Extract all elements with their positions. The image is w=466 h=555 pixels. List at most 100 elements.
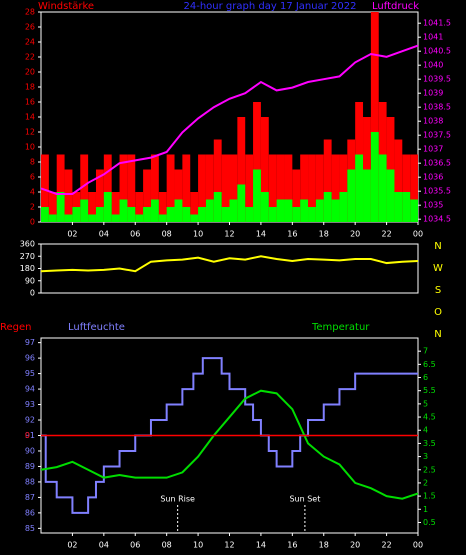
wind-bar [88, 214, 96, 222]
y-tick-label: 26 [25, 23, 35, 32]
y2-tick-label: 2 [423, 478, 428, 487]
wind-bar [386, 169, 395, 222]
wind-bar [402, 154, 411, 222]
x-tick-label: 16 [287, 230, 297, 239]
wind-bar [95, 207, 104, 222]
y2-tick-label: 7 [423, 347, 428, 356]
y2-tick-label: 4.5 [423, 413, 436, 422]
wind-bar [190, 192, 199, 222]
x-tick-label: 10 [193, 230, 203, 239]
wind-bar [166, 207, 175, 222]
y2-tick-label: 1041.5 [423, 19, 451, 28]
wind-bar [48, 214, 57, 222]
wind-bar [127, 207, 136, 222]
wind-bar [410, 199, 418, 222]
series-line [40, 255, 419, 273]
wind-bar [276, 199, 285, 222]
wind-bar [323, 192, 332, 222]
x-tick-label: 06 [130, 541, 140, 550]
wind-bar [150, 199, 159, 222]
wind-bar [347, 169, 356, 222]
y-label: Windstärke [38, 1, 94, 12]
wind-bar [198, 154, 206, 222]
y2-tick-label: 1.5 [423, 492, 436, 501]
y-tick-label: 16 [25, 98, 35, 107]
y2-tick-label: 1038.5 [423, 103, 451, 112]
y-tick-label: 8 [30, 158, 35, 167]
wind-bar [143, 169, 151, 222]
wind-bar [182, 154, 191, 222]
wind-bar [300, 154, 309, 222]
wind-bar [88, 192, 96, 222]
wind-bar [253, 102, 261, 222]
compass-label: O [434, 307, 442, 318]
y2-tick-label: 0.5 [423, 518, 436, 527]
y-tick-label: 270 [20, 252, 35, 261]
y-tick-label: 10 [25, 143, 35, 152]
y2-tick-label: 1041 [423, 33, 443, 42]
y-tick-label: 88 [25, 477, 35, 486]
y2-tick-label: 5 [423, 399, 428, 408]
annotation: Sun Set [289, 495, 320, 504]
wind-bar [292, 169, 301, 222]
y2-tick-label: 1036.5 [423, 159, 451, 168]
y2-tick-label: 1035 [423, 201, 443, 210]
wind-bar [229, 154, 238, 222]
wind-bar [41, 207, 49, 222]
y-tick-label: 90 [25, 446, 35, 455]
y2-tick-label: 2.5 [423, 465, 436, 474]
wind-bar [363, 169, 371, 222]
wind-bar [150, 154, 159, 222]
y2-tick-label: 1039.5 [423, 75, 451, 84]
wind-bar [56, 192, 65, 222]
wind-bar [48, 192, 57, 222]
wind-bar [198, 207, 206, 222]
y-tick-label: 95 [25, 369, 35, 378]
wind-bar [394, 139, 403, 222]
compass-label: N [434, 241, 441, 252]
wind-bar [103, 192, 112, 222]
y-tick-label: 86 [25, 508, 35, 517]
wind-bar [402, 192, 411, 222]
wind-bar [80, 154, 89, 222]
wind-bar [355, 154, 364, 222]
y-tick-label: 93 [25, 400, 35, 409]
y2-tick-label: 1038 [423, 117, 443, 126]
x-tick-label: 08 [162, 230, 172, 239]
wind-bar [315, 154, 324, 222]
wind-bar [370, 132, 379, 222]
series-line [40, 44, 419, 195]
wind-bar [394, 192, 403, 222]
x-tick-label: 20 [350, 541, 360, 550]
wind-bar [213, 139, 222, 222]
y-tick-label: 12 [25, 128, 35, 137]
wind-bar [41, 154, 49, 222]
wind-bar [410, 154, 418, 222]
wind-bar [119, 154, 128, 222]
y2-tick-label: 1035.5 [423, 187, 451, 196]
y-tick-label: 180 [20, 264, 35, 273]
x-tick-label: 08 [162, 541, 172, 550]
wind-bar [174, 169, 183, 222]
x-tick-label: 04 [99, 230, 109, 239]
wind-bar [182, 207, 191, 222]
y2-label: Luftdruck [372, 1, 419, 12]
wind-bar [190, 214, 199, 222]
y2-tick-label: 1040 [423, 61, 443, 70]
x-tick-label: 22 [381, 230, 391, 239]
x-tick-label: 16 [287, 541, 297, 550]
y-tick-label: 97 [25, 338, 35, 347]
wind-bar [158, 192, 167, 222]
wind-bar [308, 154, 316, 222]
wind-bar [56, 154, 65, 222]
x-tick-label: 02 [67, 230, 77, 239]
y-tick-label: 20 [25, 68, 35, 77]
wind-bar [339, 192, 348, 222]
y-tick-label: 22 [25, 53, 35, 62]
y-tick-label: 18 [25, 83, 35, 92]
wind-bar [95, 169, 104, 222]
wind-bar [166, 154, 175, 222]
wind-bar [315, 199, 324, 222]
y-tick-label: 28 [25, 8, 35, 17]
y-tick-label: 89 [25, 462, 35, 471]
